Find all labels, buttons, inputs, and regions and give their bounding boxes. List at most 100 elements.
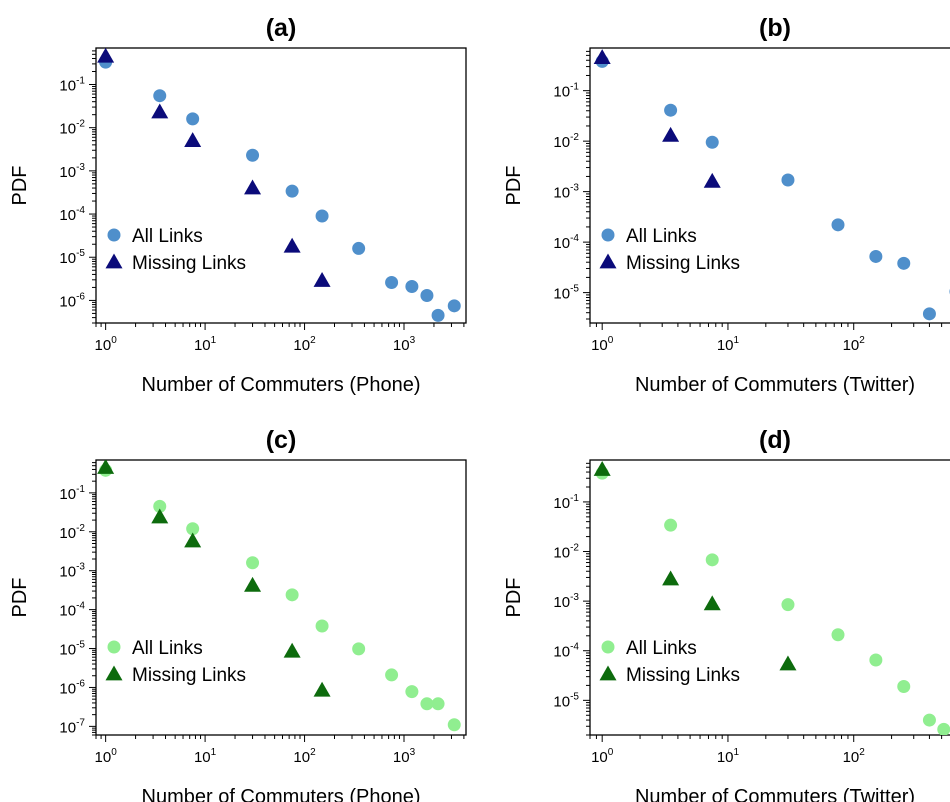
y-tick-label: 10-7 <box>59 717 85 736</box>
all-links-point <box>405 280 419 294</box>
missing-links-point <box>244 179 262 195</box>
plot-frame <box>589 459 950 736</box>
y-axis-label: PDF <box>9 578 31 618</box>
y-tick-label: 10-3 <box>59 162 85 181</box>
x-axis-label: Number of Commuters (Phone) <box>142 374 421 396</box>
all-links-point <box>246 556 260 570</box>
missing-links-point <box>151 103 169 119</box>
missing-links-point <box>703 595 721 611</box>
all-links-point <box>186 112 200 126</box>
all-links-point <box>922 713 936 727</box>
x-tick-label: 100 <box>591 335 614 354</box>
plot-frame <box>95 47 467 324</box>
y-tick-label: 10-4 <box>59 601 85 620</box>
data-area <box>593 461 950 735</box>
all-links-point <box>285 184 299 198</box>
all-links-point <box>447 718 461 732</box>
all-links-point <box>315 209 329 223</box>
x-tick-label: 101 <box>717 335 740 354</box>
all-links-point <box>869 249 883 263</box>
x-tick-label: 102 <box>293 747 316 766</box>
y-tick-label: 10-5 <box>553 691 579 710</box>
y-tick-label: 10-1 <box>59 75 85 94</box>
all-links-point <box>420 288 434 302</box>
missing-links-point <box>593 49 611 65</box>
legend-label: All Links <box>132 226 203 247</box>
legend-label: Missing Links <box>132 665 246 686</box>
x-tick-label: 101 <box>194 335 217 354</box>
legend-label: Missing Links <box>626 253 740 274</box>
x-axis-label: Number of Commuters (Phone) <box>142 786 421 802</box>
missing-links-point <box>151 508 169 524</box>
y-tick-label: 10-1 <box>553 493 579 512</box>
legend-circle-marker <box>107 228 121 242</box>
legend-label: Missing Links <box>626 665 740 686</box>
y-tick-label: 10-1 <box>553 82 579 101</box>
legend-label: All Links <box>626 638 697 659</box>
legend-circle-marker <box>601 228 615 242</box>
x-tick-label: 100 <box>95 747 118 766</box>
all-links-point <box>405 685 419 699</box>
x-tick-label: 102 <box>843 747 866 766</box>
legend-triangle-marker <box>105 665 123 681</box>
all-links-point <box>447 299 461 313</box>
all-links-point <box>186 522 200 536</box>
all-links-point <box>246 148 260 162</box>
x-tick-label: 103 <box>393 335 416 354</box>
missing-links-point <box>703 172 721 188</box>
legend: All Links Missing Links <box>599 226 740 274</box>
y-tick-label: 10-1 <box>59 484 85 503</box>
legend-circle-marker <box>601 640 615 654</box>
all-links-point <box>431 308 445 322</box>
y-tick-label: 10-4 <box>553 233 579 252</box>
panel-title: (d) <box>759 426 791 454</box>
all-links-point <box>869 653 883 667</box>
y-axis-label: PDF <box>503 578 525 618</box>
y-axis-label: PDF <box>503 166 525 206</box>
missing-links-point <box>283 642 301 658</box>
chart-panel: (b) Number of Commuters (Twitter) PDF 100 10… <box>503 14 950 396</box>
missing-links-point <box>184 132 202 148</box>
all-links-point <box>153 499 167 513</box>
missing-links-point <box>283 237 301 253</box>
y-tick-label: 10-6 <box>59 678 85 697</box>
all-links-point <box>431 697 445 711</box>
y-tick-label: 10-5 <box>59 248 85 267</box>
all-links-point <box>385 275 399 289</box>
all-links-point <box>831 218 845 232</box>
all-links-point <box>897 680 911 694</box>
x-axis-label: Number of Commuters (Twitter) <box>635 786 915 802</box>
all-links-point <box>922 307 936 321</box>
x-tick-label: 102 <box>843 335 866 354</box>
chart-panel: (d) Number of Commuters (Twitter) PDF 100 10… <box>503 426 950 802</box>
x-tick-label: 101 <box>194 747 217 766</box>
all-links-point <box>285 588 299 602</box>
panel-title: (a) <box>266 14 297 42</box>
x-tick-label: 103 <box>393 747 416 766</box>
missing-links-point <box>97 48 115 63</box>
y-axis-label: PDF <box>9 166 31 206</box>
x-tick-label: 101 <box>717 747 740 766</box>
legend-triangle-marker <box>599 253 617 269</box>
y-tick-label: 10-6 <box>59 291 85 310</box>
legend: All Links Missing Links <box>599 638 740 686</box>
legend: All Links Missing Links <box>105 226 246 274</box>
data-area <box>593 49 950 321</box>
missing-links-point <box>662 570 680 586</box>
legend-label: All Links <box>132 638 203 659</box>
legend: All Links Missing Links <box>105 638 246 686</box>
legend-triangle-marker <box>105 253 123 269</box>
y-tick-label: 10-4 <box>59 205 85 224</box>
chart-panel: (a) Number of Commuters (Phone) PDF 100 101 1… <box>9 14 467 396</box>
y-tick-label: 10-2 <box>553 543 579 562</box>
y-tick-label: 10-3 <box>59 562 85 581</box>
all-links-point <box>705 553 719 567</box>
all-links-point <box>937 722 950 735</box>
missing-links-point <box>184 532 202 548</box>
missing-links-point <box>662 126 680 142</box>
plot-frame <box>589 47 950 324</box>
all-links-point <box>352 241 366 255</box>
missing-links-point <box>593 461 611 476</box>
all-links-point <box>897 256 911 270</box>
